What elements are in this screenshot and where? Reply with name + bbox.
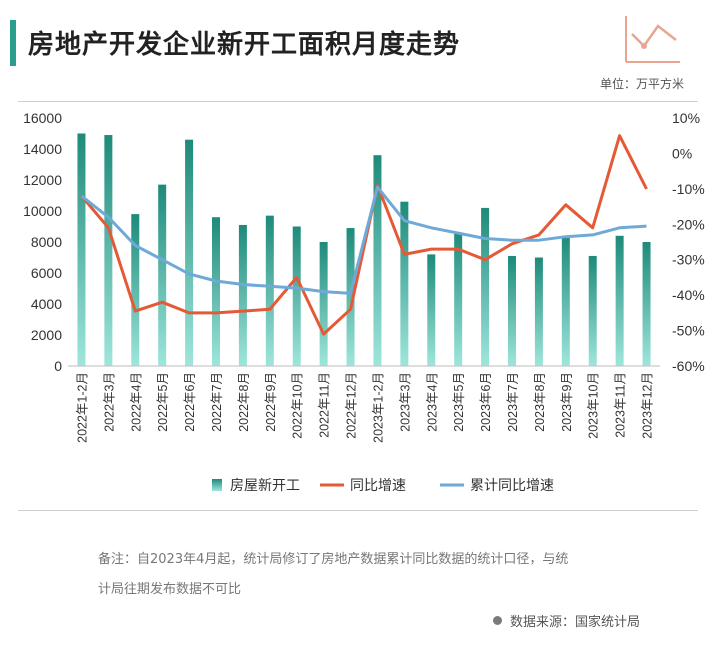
- line-chart-logo-icon: [625, 16, 680, 63]
- yoy-growth-line: [80, 134, 648, 336]
- page-title: 房地产开发企业新开工面积月度走势: [28, 30, 461, 60]
- data-source: 数据来源：国家统计局: [493, 611, 640, 630]
- cumulative-growth-line: [80, 185, 647, 295]
- bar: [319, 242, 328, 366]
- x-category-label: 2023年5月: [452, 372, 466, 432]
- x-category-label: 2023年11月: [614, 372, 628, 438]
- y-right-tick-label: -60%: [672, 358, 705, 374]
- bar: [534, 257, 543, 366]
- x-category-label: 2022年3月: [102, 372, 116, 432]
- y-left-tick-label: 0: [54, 358, 62, 374]
- x-category-label: 2022年8月: [237, 372, 251, 432]
- bar: [642, 242, 651, 366]
- bar: [212, 217, 220, 366]
- y-left-tick-label: 14000: [23, 141, 62, 157]
- y-left-tick-label: 6000: [31, 265, 62, 281]
- x-category-label: 2023年10月: [587, 372, 601, 439]
- bar: [615, 235, 624, 366]
- bar: [400, 201, 409, 366]
- bottom-divider: [18, 510, 698, 511]
- x-category-label: 2023年1-2月: [371, 372, 385, 443]
- y-right-tick-label: 10%: [672, 110, 700, 126]
- bar: [346, 228, 355, 366]
- y-left-tick-label: 2000: [31, 327, 62, 343]
- x-category-label: 2022年4月: [129, 372, 143, 432]
- y-right-tick-label: -50%: [672, 323, 705, 339]
- y-left-tick-label: 10000: [23, 203, 62, 219]
- legend-label: 房屋新开工: [230, 478, 300, 494]
- title-accent-bar: [10, 20, 16, 66]
- bar: [481, 207, 490, 366]
- y-right-tick-label: -40%: [672, 287, 705, 303]
- x-category-label: 2022年10月: [291, 372, 305, 439]
- x-category-label: 2023年8月: [533, 372, 547, 432]
- y-right-tick-label: -10%: [672, 181, 705, 197]
- x-category-label: 2023年3月: [398, 372, 412, 432]
- bar: [427, 254, 436, 366]
- x-category-label: 2022年7月: [210, 372, 224, 432]
- bar: [292, 226, 301, 366]
- chart-area: 0 2000 4000 6000 8000 10000 12000 14000 16000 10%…: [23, 110, 705, 494]
- legend-label: 累计同比增速: [470, 478, 554, 494]
- unit-label: 单位：万平方米: [600, 77, 685, 91]
- legend-label: 同比增速: [350, 478, 406, 494]
- x-category-label: 2022年11月: [318, 372, 332, 438]
- x-category-label: 2023年7月: [506, 372, 520, 432]
- bullet-dot-icon: [493, 616, 502, 625]
- bar: [185, 139, 194, 366]
- bar: [373, 155, 382, 366]
- source-text: 数据来源：国家统计局: [510, 615, 641, 630]
- x-category-label: 2022年6月: [183, 372, 197, 432]
- y-right-tick-label: -30%: [672, 252, 705, 268]
- legend-bar-swatch: [212, 479, 222, 491]
- bar: [238, 224, 247, 366]
- note-line-1: 备注：自2023年4月起，统计局修订了房地产数据累计同比数据的统计口径，与统: [98, 552, 569, 567]
- x-category-label: 2023年6月: [479, 372, 493, 432]
- x-category-label: 2022年5月: [156, 372, 170, 432]
- bar: [104, 135, 113, 366]
- y-left-tick-label: 12000: [23, 172, 62, 188]
- bar: [508, 255, 516, 366]
- bar: [158, 184, 167, 366]
- y-right-tick-label: -20%: [672, 216, 705, 232]
- bar: [561, 235, 570, 366]
- y-right-tick-label: 0%: [672, 145, 692, 161]
- bar: [454, 232, 463, 366]
- top-divider: [18, 101, 698, 102]
- x-category-label: 2022年9月: [264, 372, 278, 432]
- bar: [588, 255, 597, 366]
- bar: [77, 133, 86, 366]
- x-category-label: 2023年12月: [641, 372, 655, 439]
- note-line-2: 计局往期发布数据不可比: [98, 582, 242, 597]
- y-left-tick-label: 16000: [23, 110, 62, 126]
- y-left-tick-label: 4000: [31, 296, 62, 312]
- x-category-label: 2023年4月: [425, 372, 439, 432]
- bar: [265, 215, 274, 366]
- x-category-label: 2023年9月: [560, 372, 574, 432]
- bar: [131, 214, 140, 366]
- x-category-label: 2022年1-2月: [75, 372, 89, 443]
- x-category-label: 2022年12月: [345, 372, 359, 439]
- y-left-tick-label: 8000: [31, 234, 62, 250]
